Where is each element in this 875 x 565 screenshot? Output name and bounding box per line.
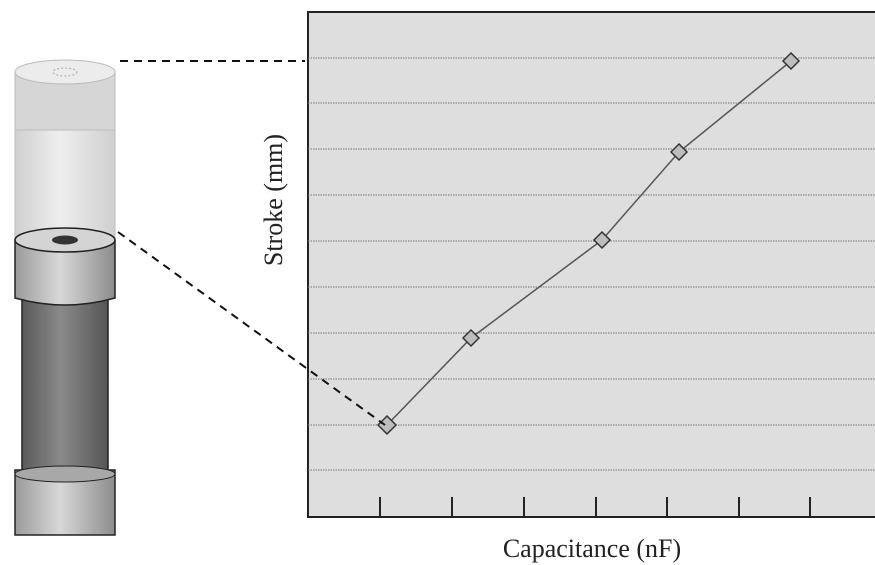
x-ticks — [379, 497, 811, 517]
plot: Stroke (mm) Capacitance (nF) — [259, 11, 875, 563]
ghost-top — [14, 59, 116, 85]
point — [781, 51, 801, 71]
ghost-hole — [52, 67, 78, 77]
y-axis-label: Stroke (mm) — [259, 134, 288, 266]
body — [21, 294, 109, 481]
actuator — [14, 59, 116, 536]
x-axis-label: Capacitance (nF) — [503, 534, 681, 563]
point — [461, 328, 481, 348]
bottom-cap-top — [14, 465, 116, 483]
ghost-cap — [14, 71, 116, 131]
points — [376, 51, 801, 436]
connectors — [117, 60, 386, 426]
top-cap — [14, 239, 116, 306]
top-hole — [52, 235, 78, 245]
point — [669, 142, 689, 162]
grid — [308, 57, 875, 471]
plot-frame — [307, 11, 875, 518]
point — [592, 230, 612, 250]
